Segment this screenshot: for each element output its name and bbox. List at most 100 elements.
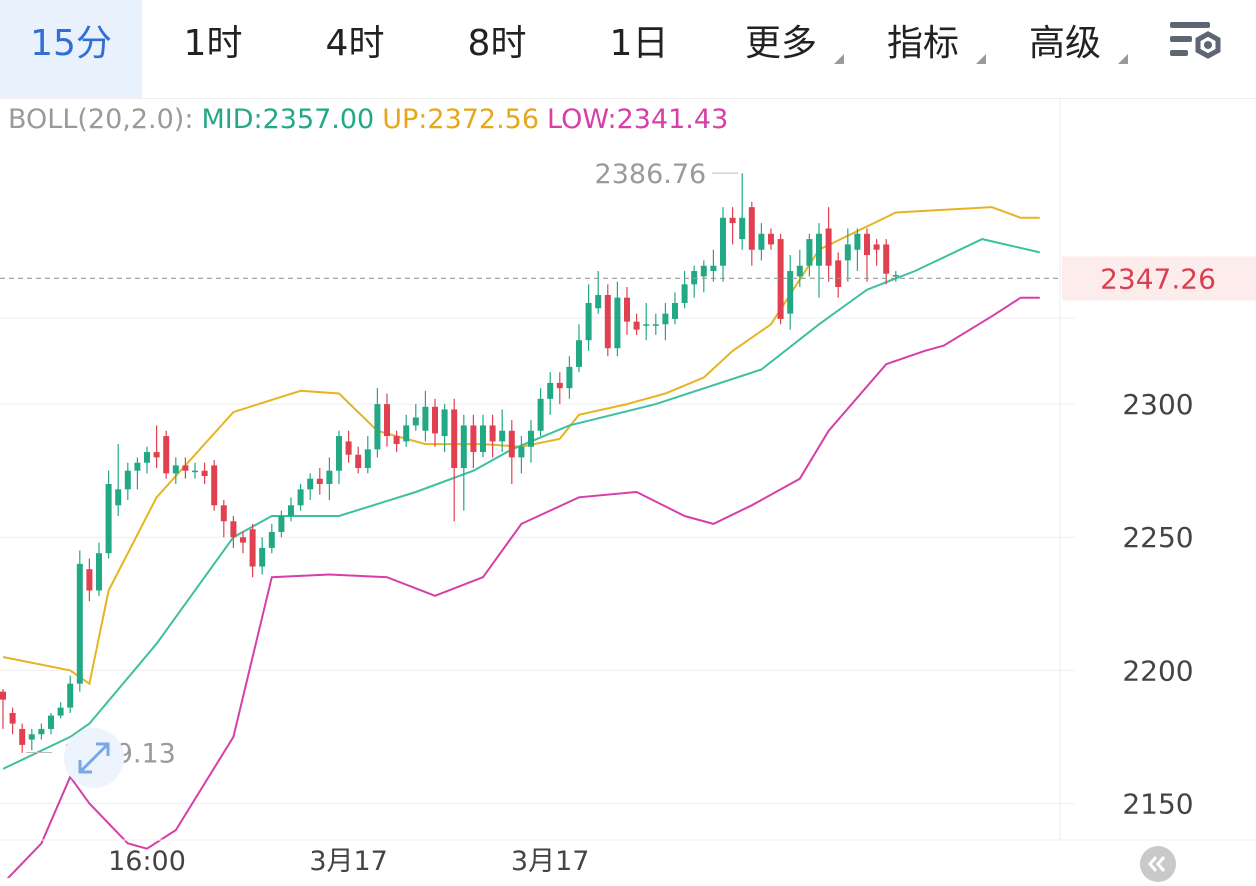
x-tick-label: 3月17 (309, 846, 388, 877)
candle-body (806, 239, 813, 266)
candle-body (76, 563, 83, 684)
candle-body (134, 462, 141, 471)
tab-advanced[interactable]: 高级 (994, 0, 1136, 98)
candle-body (585, 302, 592, 341)
candle-body (288, 505, 294, 516)
candle-body (892, 275, 899, 277)
x-tick-label: 16:00 (108, 846, 186, 877)
boll-lower-line (6, 296, 1040, 878)
candle-body (614, 297, 621, 349)
tab-1hour[interactable]: 1时 (142, 0, 284, 98)
candle-body (835, 260, 842, 288)
candle-body (0, 691, 6, 700)
candle-body (739, 217, 746, 240)
candle-body (547, 382, 554, 399)
tab-indicators[interactable]: 指标 (852, 0, 994, 98)
candle-body (643, 324, 650, 326)
candle-body (249, 529, 256, 567)
candle-body (528, 430, 534, 447)
current-price-badge (1062, 256, 1256, 301)
tab-4hour-label: 4时 (325, 23, 385, 64)
y-tick-label: 2200 (1122, 654, 1193, 687)
tab-1day[interactable]: 1日 (568, 0, 710, 98)
candle-body (518, 446, 525, 458)
candle-body (576, 340, 582, 367)
candle-body (345, 441, 352, 455)
y-tick-label: 2250 (1122, 521, 1193, 554)
candle-body (182, 465, 189, 471)
candle-body (633, 321, 640, 330)
candle-body (624, 297, 630, 322)
candle-body (508, 430, 515, 458)
candle-body (595, 294, 602, 309)
candle-body (240, 537, 246, 543)
candle-body (470, 425, 477, 453)
candle-body (38, 728, 45, 735)
candle-body (777, 239, 784, 319)
candle-body (432, 406, 438, 434)
candle-body (537, 398, 544, 431)
candle-body (768, 233, 774, 245)
candle-body (499, 430, 506, 442)
candle-body (700, 265, 707, 277)
candle-body (480, 425, 486, 453)
tab-4hour[interactable]: 4时 (284, 0, 426, 98)
scroll-to-latest-button[interactable] (1140, 846, 1176, 882)
candle-body (57, 707, 64, 716)
candle-body (28, 734, 35, 740)
candle-body (422, 406, 429, 431)
candle-body (796, 265, 803, 277)
candle-body (787, 271, 794, 314)
tab-15min-label: 15分 (30, 23, 112, 64)
tab-more[interactable]: 更多 (710, 0, 852, 98)
candle-body (201, 470, 208, 477)
candle-body (48, 715, 54, 729)
candle-body (220, 505, 227, 522)
tab-more-label: 更多 (744, 23, 817, 64)
candle-body (748, 207, 755, 250)
candle-body (153, 452, 160, 458)
candle-body (566, 366, 573, 389)
candle-body (883, 244, 890, 274)
candle-body (393, 436, 400, 445)
candle-body (489, 425, 496, 442)
timeframe-tabbar: 15分 1时 4时 8时 1日 更多 指标 高级 (0, 0, 1256, 99)
candle-body (364, 449, 371, 469)
candle-body (211, 465, 218, 506)
scroll-left-icon (1148, 856, 1166, 872)
expand-arrows-icon (78, 742, 110, 774)
candle-body (816, 233, 822, 266)
current-price-label: 2347.26 (1100, 262, 1216, 295)
candle-body (172, 465, 179, 474)
candle-body (758, 233, 765, 250)
candle-body (278, 515, 285, 532)
tab-indicators-label: 指标 (886, 23, 959, 64)
tab-8hour[interactable]: 8时 (426, 0, 568, 98)
candle-body (259, 547, 266, 567)
candle-body (652, 324, 659, 326)
candle-body (441, 409, 448, 437)
boll-mid-line (2, 238, 1041, 770)
dropdown-caret-icon (834, 54, 844, 64)
tab-advanced-label: 高级 (1028, 23, 1101, 64)
boll-legend-name: BOLL(20,2.0): (8, 104, 194, 135)
expand-chart-button[interactable] (64, 728, 124, 788)
candle-body (729, 217, 736, 224)
candle-body (96, 553, 102, 591)
tab-1hour-label: 1时 (183, 23, 243, 64)
candle-body (115, 489, 122, 506)
candle-body (451, 409, 458, 469)
candle-body (355, 454, 362, 469)
chart-settings-button[interactable] (1164, 14, 1228, 70)
candle-body (316, 478, 323, 485)
candle-body (192, 470, 198, 473)
candle-body (412, 417, 419, 426)
tab-15min[interactable]: 15分 (0, 0, 142, 98)
candle-body (691, 271, 698, 285)
candle-body (9, 712, 16, 724)
candle-body (844, 244, 851, 261)
candle-body (825, 228, 832, 266)
boll-legend-up: UP:2372.56 (382, 104, 540, 135)
candlestick-chart[interactable]: 215022002250230016:003月173月172386.762169… (0, 98, 1256, 878)
candle-body (681, 284, 688, 303)
